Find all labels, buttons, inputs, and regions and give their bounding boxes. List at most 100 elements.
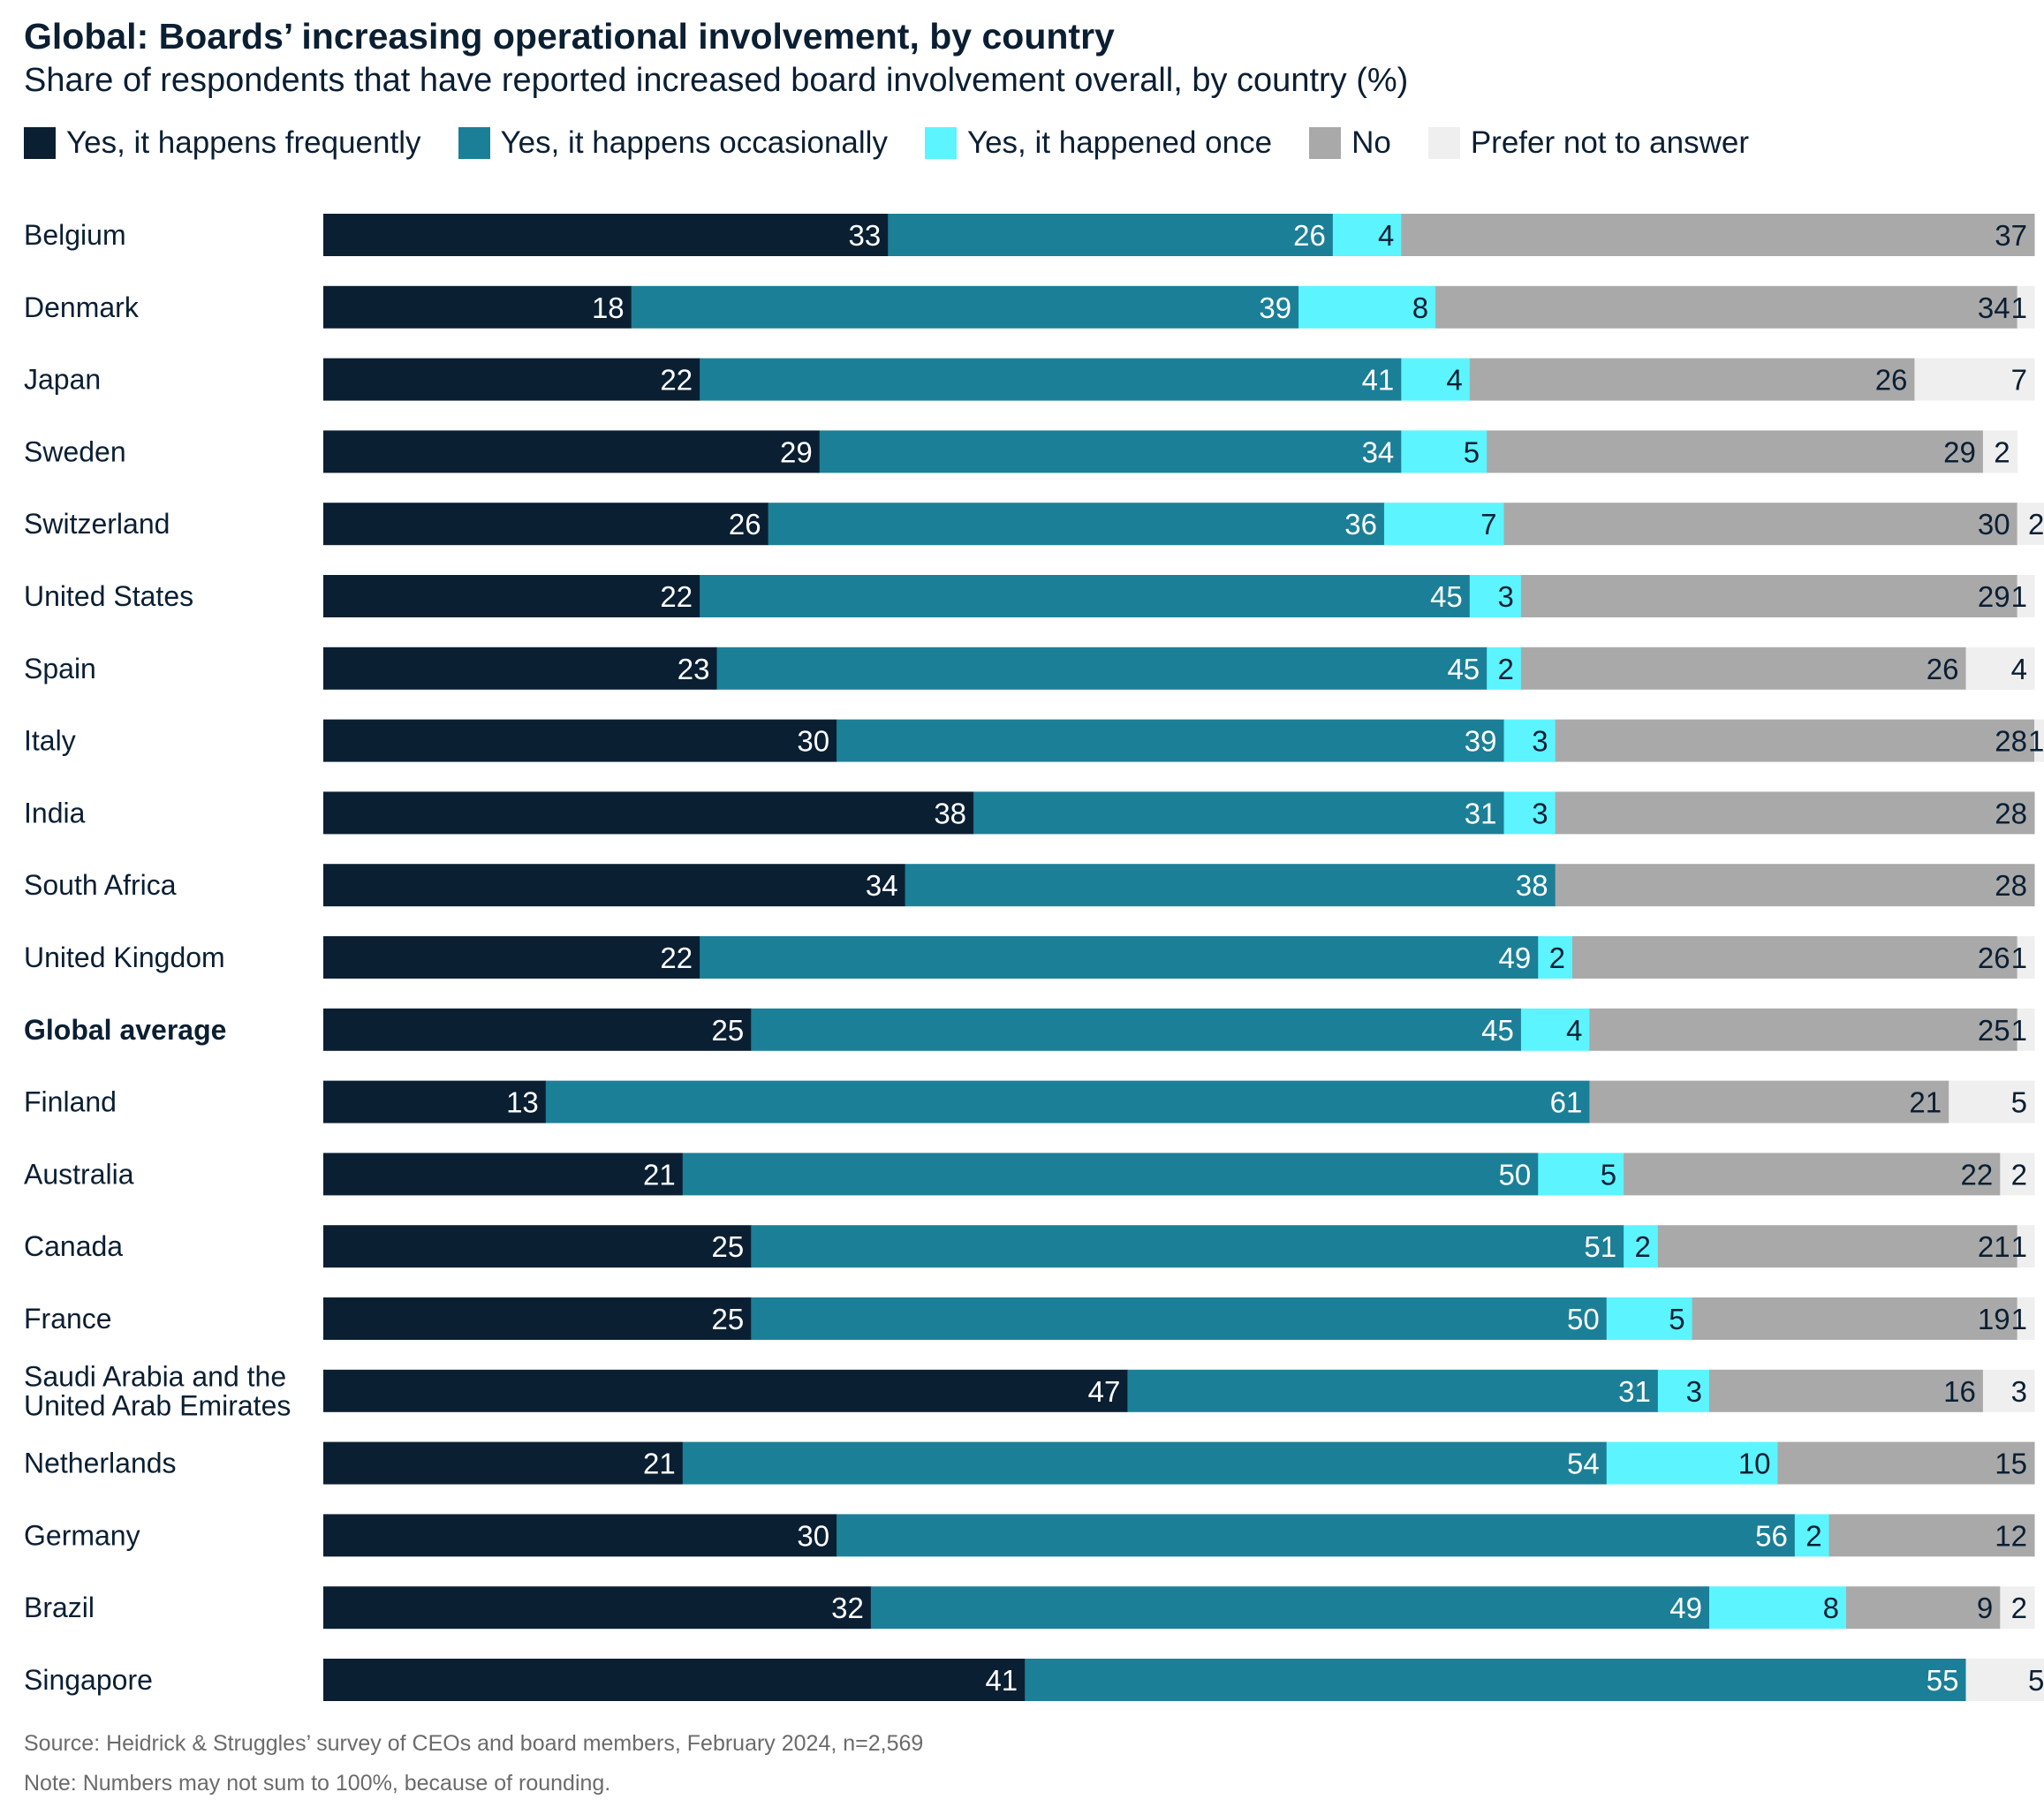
data-label-sweden-prefer-not: 2 [1994, 435, 2010, 468]
category-label-denmark: Denmark [24, 291, 140, 323]
bar-segment-finland-occasionally [545, 1080, 1590, 1123]
bar-segment-switzerland-occasionally [768, 503, 1385, 546]
bar-segment-spain-no [1520, 647, 1967, 690]
bar-segment-france-once [1606, 1297, 1693, 1340]
bar-segment-canada-occasionally [751, 1225, 1624, 1268]
data-label-united-states-occasionally: 45 [1430, 580, 1463, 613]
bar-segment-switzerland-prefer-not [2017, 503, 2044, 546]
bar-segment-united-states-occasionally [700, 575, 1471, 617]
bar-segment-italy-once [1503, 719, 1556, 762]
category-label-germany: Germany [24, 1519, 140, 1551]
bar-segment-canada-no [1657, 1225, 2018, 1268]
category-label-saudi-arabia-and-the-united-arab-emirates: Saudi Arabia and the United Arab Emirates [24, 1360, 291, 1421]
bar-segment-italy-frequently [323, 719, 837, 762]
category-label-sweden: Sweden [24, 435, 126, 467]
bar-segment-germany-once [1794, 1514, 1830, 1557]
legend-swatch-prefer-not [1427, 127, 1460, 159]
data-label-saudi-arabia-and-the-united-arab-emirates-no: 16 [1943, 1375, 1976, 1408]
bar-segment-spain-frequently [323, 647, 718, 690]
data-label-australia-occasionally: 50 [1499, 1158, 1532, 1191]
data-label-belgium-no: 37 [1995, 219, 2027, 252]
data-label-global-average-no: 25 [1978, 1014, 2010, 1047]
bar-segment-france-occasionally [751, 1297, 1608, 1340]
bar-segment-global-average-occasionally [751, 1008, 1522, 1051]
bar-segment-saudi-arabia-and-the-united-arab-emirates-no [1708, 1369, 1984, 1412]
data-label-south-africa-no: 28 [1995, 869, 2027, 902]
bar-segment-italy-prefer-not [2034, 719, 2044, 762]
data-label-canada-occasionally: 51 [1584, 1230, 1616, 1263]
bar-segment-australia-prefer-not [2000, 1153, 2035, 1196]
bar-row-global-average: Global average 25 45 4 25 1 [24, 1008, 2035, 1051]
data-label-netherlands-once: 10 [1738, 1448, 1771, 1480]
data-label-italy-no: 28 [1995, 725, 2027, 758]
data-label-sweden-occasionally: 34 [1362, 435, 1395, 468]
bar-segment-united-states-once [1469, 575, 1522, 617]
bar-segment-germany-occasionally [837, 1514, 1796, 1557]
bar-row-netherlands: Netherlands 21 54 10 15 [24, 1441, 2035, 1485]
bar-segment-india-frequently [323, 791, 974, 835]
data-label-saudi-arabia-and-the-united-arab-emirates-once: 3 [1686, 1375, 1702, 1408]
bar-row-spain: Spain 23 45 2 26 4 [24, 647, 2035, 690]
bar-segment-denmark-once [1298, 285, 1436, 329]
data-label-switzerland-once: 7 [1480, 508, 1496, 541]
bar-row-united-kingdom: United Kingdom 22 49 2 26 1 [24, 936, 2035, 979]
data-label-switzerland-no: 30 [1978, 508, 2010, 541]
legend-item-occasionally: Yes, it happens occasionally [458, 125, 888, 161]
bar-segment-south-africa-frequently [323, 864, 906, 907]
bar-segment-switzerland-once [1383, 503, 1505, 546]
rounding-note: Note: Numbers may not sum to 100%, becau… [24, 1771, 611, 1796]
bar-segment-spain-occasionally [716, 647, 1488, 690]
data-label-sweden-no: 29 [1943, 435, 1976, 468]
bar-segment-sweden-prefer-not [1982, 430, 2018, 473]
bar-segment-netherlands-occasionally [682, 1441, 1608, 1485]
bar-segment-australia-no [1624, 1153, 2001, 1196]
bar-row-united-states: United States 22 45 3 29 1 [24, 575, 2035, 617]
data-label-brazil-no: 9 [1977, 1592, 1993, 1624]
legend-item-frequently: Yes, it happens frequently [24, 125, 421, 161]
bar-row-japan: Japan 22 41 4 26 7 [24, 358, 2035, 401]
bar-segment-global-average-no [1589, 1008, 2018, 1051]
bar-segment-singapore-prefer-not [1965, 1659, 2044, 1701]
bar-segment-spain-once [1487, 647, 1522, 690]
data-label-italy-once: 3 [1532, 725, 1548, 758]
category-label-singapore: Singapore [24, 1664, 153, 1696]
bar-segment-belgium-once [1332, 214, 1402, 256]
legend-swatch-frequently [24, 127, 56, 159]
data-label-netherlands-occasionally: 54 [1567, 1448, 1600, 1480]
data-label-finland-no: 21 [1909, 1086, 1942, 1119]
data-label-australia-no: 22 [1961, 1158, 1994, 1191]
data-label-australia-frequently: 21 [643, 1158, 676, 1191]
bar-segment-japan-frequently [323, 358, 700, 401]
bar-row-denmark: Denmark 18 39 8 34 1 [24, 285, 2035, 329]
data-label-brazil-prefer-not: 2 [2011, 1592, 2027, 1624]
data-label-spain-once: 2 [1498, 653, 1514, 685]
data-label-canada-prefer-not: 1 [2011, 1230, 2027, 1263]
source-note: Source: Heidrick & Struggles’ survey of … [24, 1731, 924, 1756]
data-label-germany-occasionally: 56 [1755, 1519, 1788, 1552]
data-label-united-states-prefer-not: 1 [2011, 580, 2027, 613]
data-label-france-frequently: 25 [712, 1303, 745, 1335]
legend-swatch-occasionally [458, 127, 490, 159]
data-label-spain-occasionally: 45 [1447, 653, 1480, 685]
category-label-japan: Japan [24, 364, 101, 396]
bar-segment-australia-frequently [323, 1153, 684, 1196]
bar-row-finland: Finland 13 61 21 5 [24, 1080, 2035, 1123]
data-label-denmark-no: 34 [1978, 291, 2010, 324]
bar-segment-canada-prefer-not [2017, 1225, 2035, 1268]
data-label-france-once: 5 [1669, 1303, 1684, 1335]
data-label-switzerland-occasionally: 36 [1344, 508, 1377, 541]
legend: Yes, it happens frequently Yes, it happe… [24, 125, 1786, 161]
bar-segment-global-average-once [1520, 1008, 1590, 1051]
data-label-denmark-once: 8 [1412, 291, 1428, 324]
data-label-saudi-arabia-and-the-united-arab-emirates-occasionally: 31 [1618, 1375, 1651, 1408]
data-label-france-occasionally: 50 [1567, 1303, 1600, 1335]
data-label-japan-frequently: 22 [660, 364, 693, 397]
bar-row-france: France 25 50 5 19 1 [24, 1297, 2035, 1340]
bar-segment-japan-occasionally [700, 358, 1402, 401]
data-label-australia-once: 5 [1601, 1158, 1616, 1191]
bar-segment-australia-occasionally [682, 1153, 1539, 1196]
bar-segment-sweden-no [1487, 430, 1984, 473]
data-label-belgium-once: 4 [1378, 219, 1394, 252]
bar-row-singapore: Singapore 41 55 5 [24, 1659, 2044, 1701]
bar-segment-denmark-frequently [323, 285, 632, 329]
